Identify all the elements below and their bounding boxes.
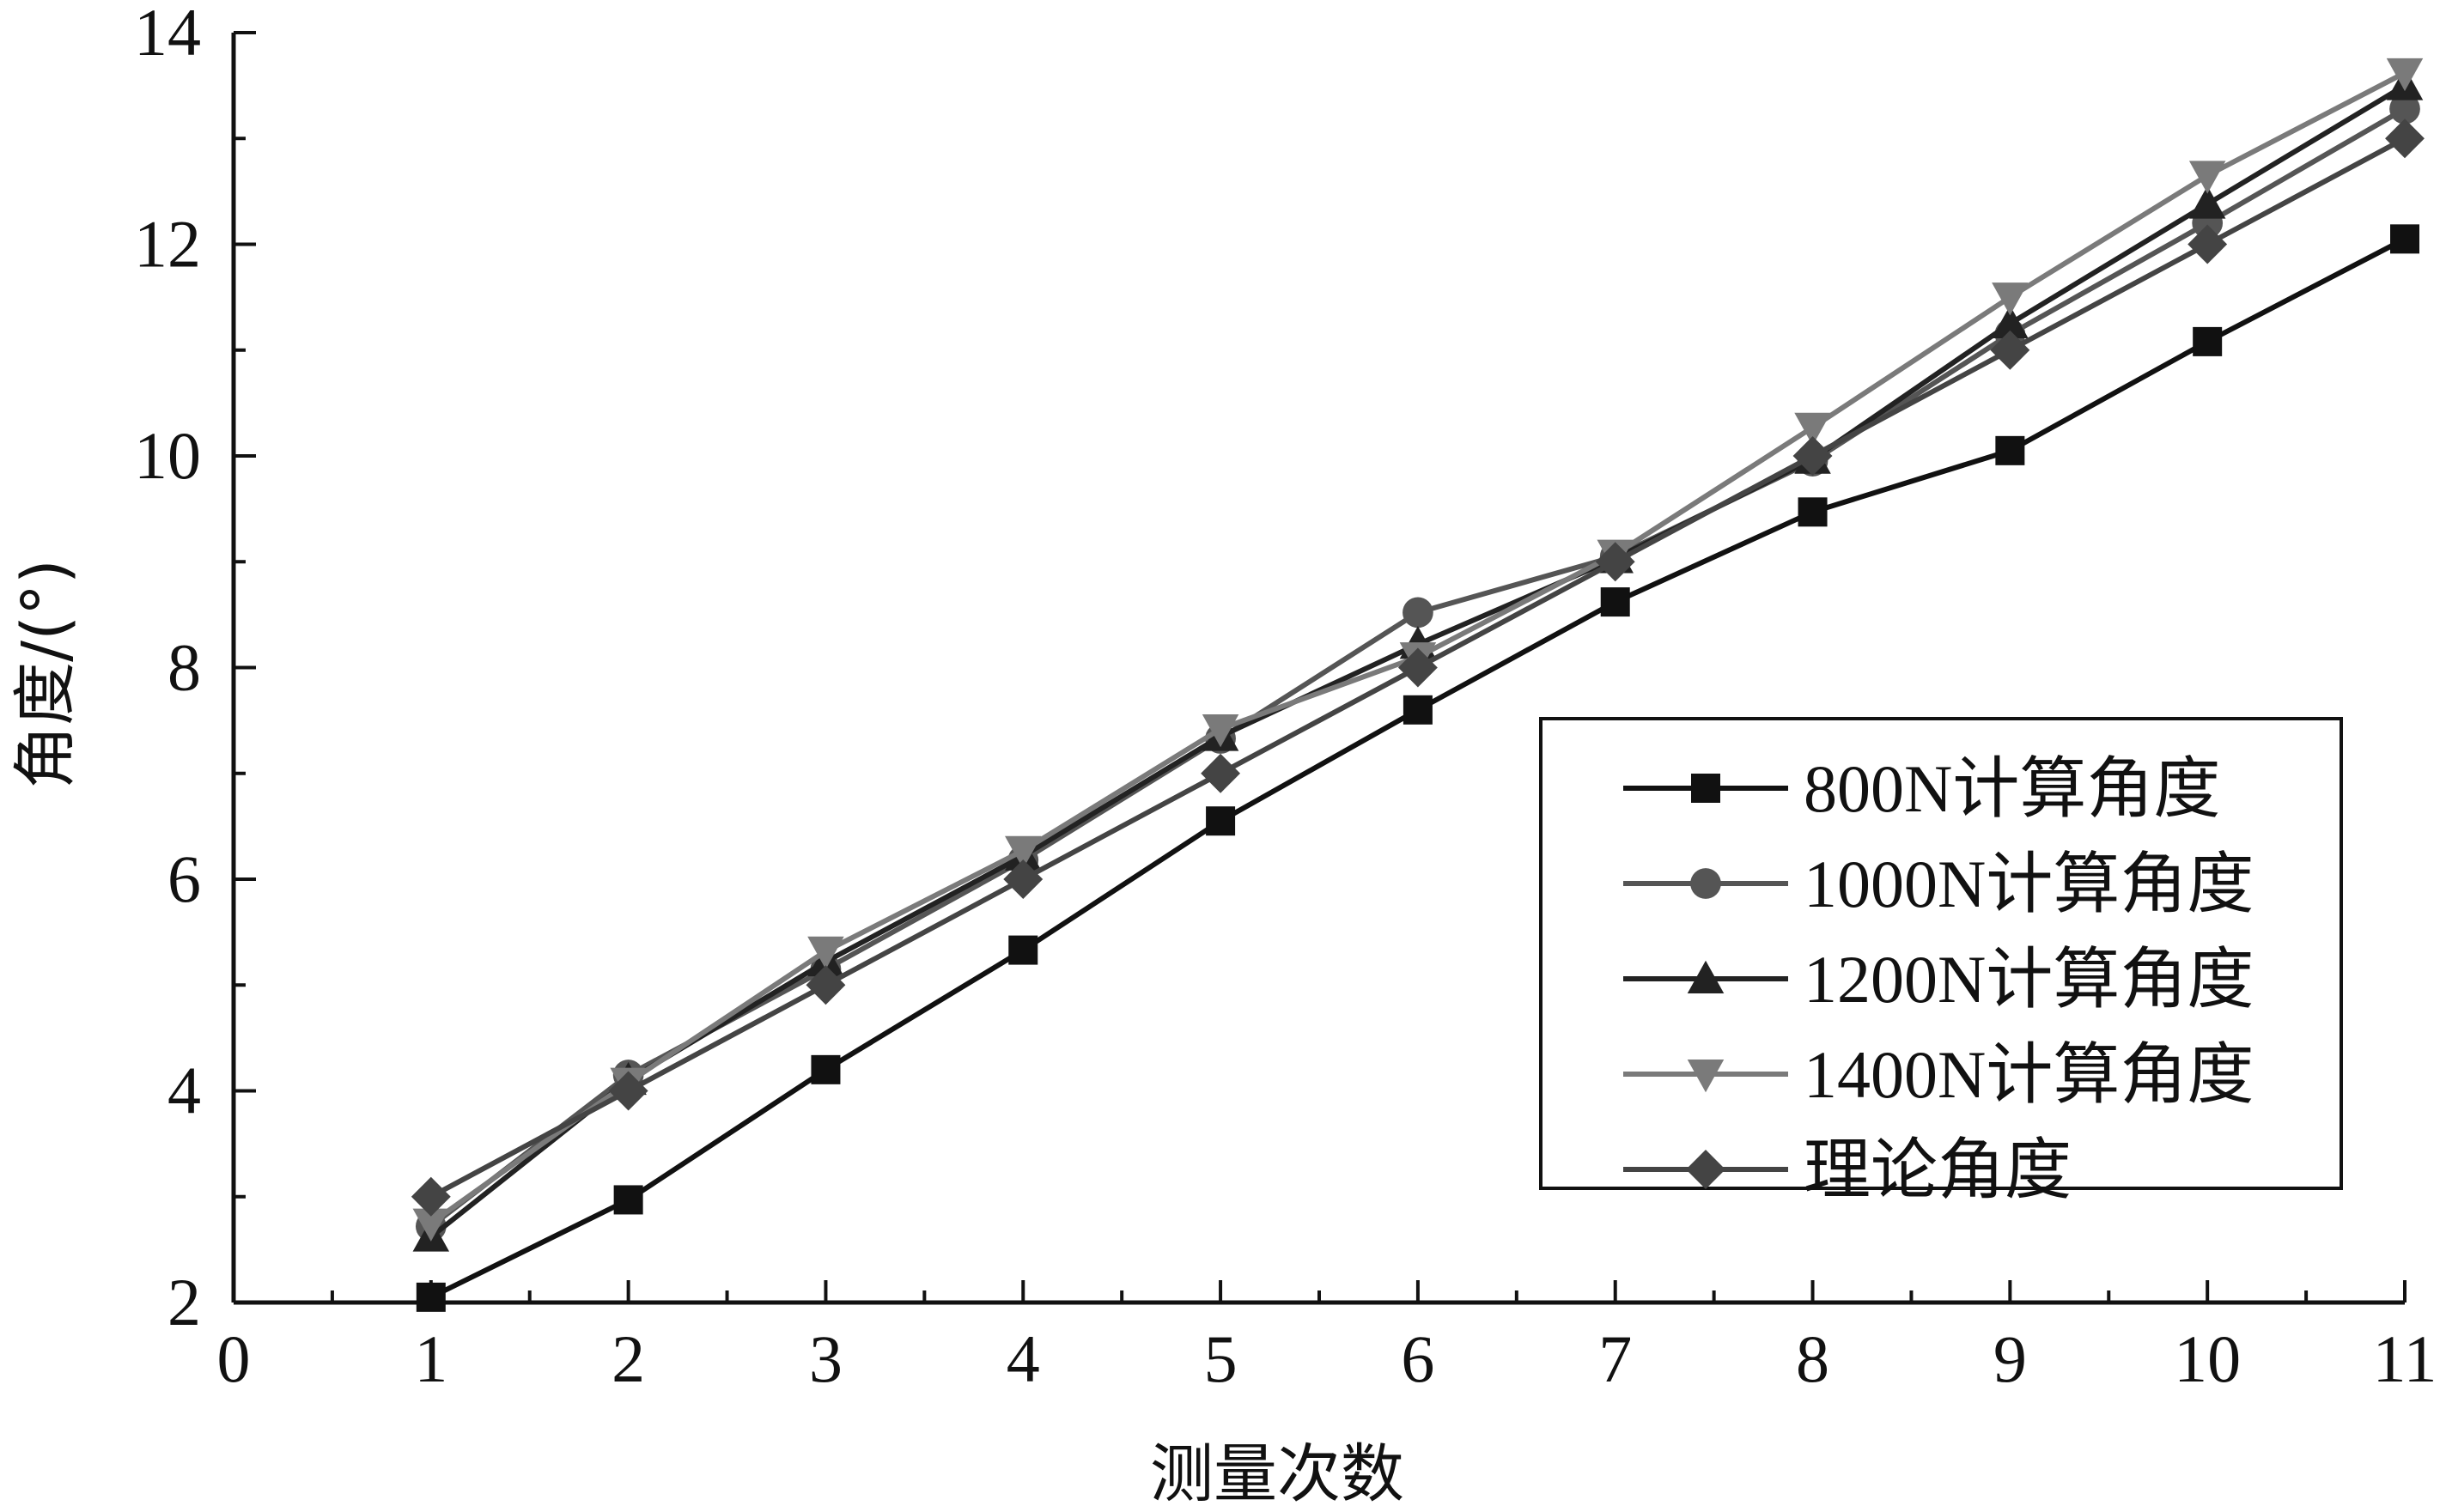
legend-marker (1691, 774, 1720, 803)
x-tick-label: 2 (612, 1321, 645, 1396)
x-tick-label: 5 (1204, 1321, 1238, 1396)
data-point (1003, 859, 1044, 899)
x-tick-label: 10 (2174, 1321, 2241, 1396)
data-point (1005, 835, 1042, 869)
data-point (1595, 542, 1635, 582)
data-point (412, 1208, 450, 1242)
legend-label: 1400N计算角度 (1804, 1037, 2254, 1112)
y-axis-title: 角度/(°) (9, 559, 82, 789)
y-ticks: 2 4 6 8 10 12 14 (134, 0, 256, 1339)
data-point (2193, 326, 2223, 356)
data-point (608, 1071, 648, 1111)
data-point (1202, 713, 1239, 748)
data-point (1600, 587, 1630, 617)
data-point (411, 1176, 451, 1217)
data-point (2386, 58, 2424, 92)
data-point (1403, 695, 1433, 725)
y-tick-label: 2 (167, 1265, 201, 1339)
legend-label: 800N计算角度 (1804, 751, 2220, 826)
data-point (1201, 753, 1241, 793)
data-point (1992, 282, 2029, 316)
legend-item-2: 1000N计算角度 (1623, 847, 2254, 921)
data-point (1990, 330, 2030, 370)
data-point (2188, 185, 2226, 219)
legend-item-4: 1400N计算角度 (1623, 1037, 2254, 1112)
legend-label: 理论角度 (1804, 1132, 2072, 1207)
x-ticks: 0 1 2 3 4 5 6 7 8 9 10 11 (217, 1280, 2437, 1396)
legend-box (1539, 717, 2343, 1190)
data-point (2385, 118, 2425, 159)
series-layer (411, 58, 2425, 1312)
x-tick-label: 6 (1401, 1321, 1434, 1396)
legend-label: 1000N计算角度 (1804, 847, 2254, 921)
y-tick-label: 8 (167, 630, 201, 705)
data-point (811, 1054, 841, 1084)
data-point (1008, 935, 1038, 965)
legend-item-3: 1200N计算角度 (1623, 942, 2254, 1017)
data-point (2389, 93, 2420, 124)
data-point (807, 936, 844, 970)
data-point (1995, 435, 2025, 465)
y-tick-label: 14 (134, 0, 201, 70)
x-tick-label: 11 (2372, 1321, 2437, 1396)
data-point (2187, 224, 2228, 264)
data-point (806, 965, 846, 1005)
data-point (1792, 436, 1833, 476)
y-tick-label: 10 (134, 418, 201, 493)
data-point (1397, 647, 1438, 688)
x-tick-label: 7 (1598, 1321, 1632, 1396)
legend-item-1: 800N计算角度 (1623, 751, 2220, 826)
data-point (1794, 412, 1831, 446)
legend-item-5: 理论角度 (1623, 1132, 2072, 1207)
y-tick-label: 12 (134, 207, 201, 282)
data-point (613, 1185, 643, 1215)
x-tick-label: 3 (809, 1321, 843, 1396)
x-axis-title: 测量次数 (1150, 1437, 1404, 1511)
x-tick-label: 1 (414, 1321, 447, 1396)
x-tick-label: 0 (217, 1321, 251, 1396)
legend-marker (1687, 960, 1725, 993)
data-point (1403, 597, 1433, 628)
y-tick-label: 4 (167, 1054, 201, 1128)
data-point (1206, 806, 1236, 836)
x-tick-label: 4 (1007, 1321, 1040, 1396)
legend-label: 1200N计算角度 (1804, 942, 2254, 1017)
data-point (2390, 224, 2419, 254)
y-tick-label: 6 (167, 841, 201, 916)
data-point (416, 1282, 446, 1312)
legend-marker (1687, 1060, 1725, 1093)
data-point (2188, 161, 2226, 194)
series-5 (411, 118, 2425, 1217)
data-point (1992, 305, 2029, 338)
x-tick-label: 9 (1993, 1321, 2027, 1396)
legend-marker (1686, 1150, 1725, 1189)
x-tick-label: 8 (1796, 1321, 1829, 1396)
data-point (1798, 497, 1828, 527)
series-1 (416, 224, 2419, 1312)
legend-marker (1690, 868, 1721, 899)
